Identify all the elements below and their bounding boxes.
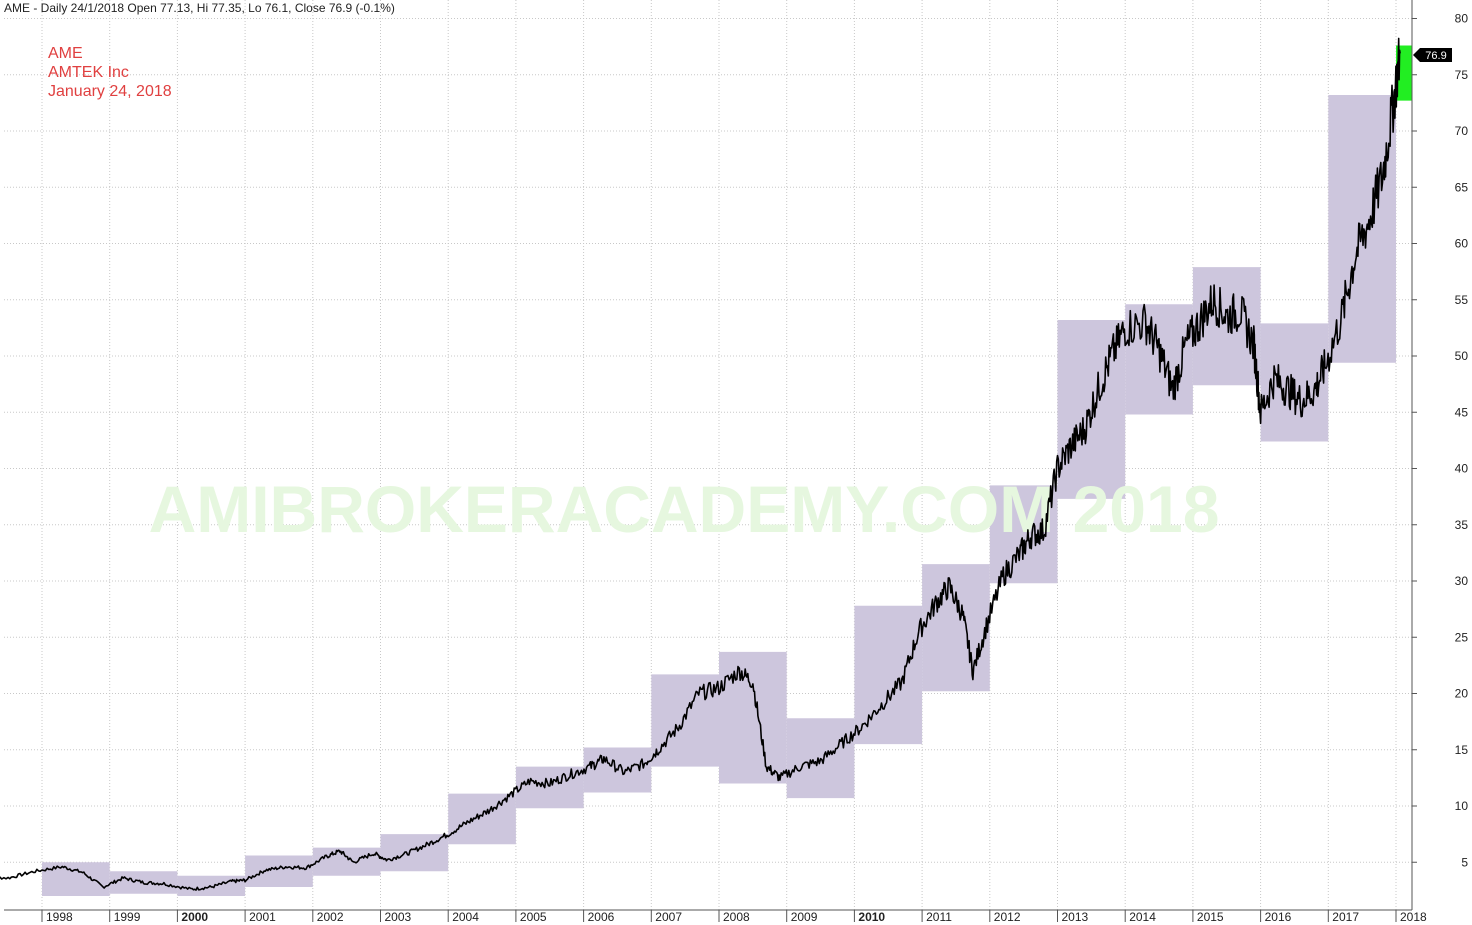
range-box-2003 [380, 834, 449, 872]
x-tick-label: 2017 [1332, 910, 1359, 924]
symbol-info: AME AMTEK Inc January 24, 2018 [48, 44, 172, 101]
y-tick-label: 75 [1455, 68, 1469, 82]
y-tick-label: 5 [1461, 855, 1468, 869]
last-price-pointer [1413, 48, 1452, 62]
y-tick-label: 15 [1455, 743, 1469, 757]
x-tick-label: 1998 [46, 910, 73, 924]
range-box-2004 [448, 793, 516, 845]
x-tick-label: 2002 [317, 910, 344, 924]
x-tick-label: 2015 [1197, 910, 1224, 924]
range-box-2002 [312, 847, 381, 876]
x-tick-label: 2012 [994, 910, 1021, 924]
x-tick-label: 2014 [1129, 910, 1156, 924]
y-tick-label: 50 [1455, 349, 1469, 363]
last-price-label: 76.9 [1425, 50, 1446, 62]
x-tick-label: 2007 [655, 910, 682, 924]
range-box-2011 [922, 564, 990, 692]
x-tick-label: 2004 [452, 910, 479, 924]
range-box-2005 [515, 766, 584, 809]
y-tick-label: 25 [1455, 630, 1469, 644]
x-tick-label: 2006 [588, 910, 615, 924]
axes [4, 0, 1413, 911]
y-axis-ticks: 5 10 15 20 25 30 35 40 45 50 55 60 65 70 75 80 [1412, 12, 1469, 869]
y-tick-label: 70 [1455, 124, 1469, 138]
yearly-range-boxes [42, 45, 1412, 896]
y-tick-label: 65 [1455, 180, 1469, 194]
y-tick-label: 80 [1455, 12, 1469, 26]
x-tick-label: 2011 [926, 910, 952, 924]
x-tick-label: 2013 [1062, 910, 1089, 924]
y-tick-label: 20 [1455, 687, 1469, 701]
last-price-marker: 76.9 [1413, 48, 1452, 62]
x-tick-label: 1999 [114, 910, 141, 924]
company-name: AMTEK Inc [48, 64, 129, 81]
chart-header: AME - Daily 24/1/2018 Open 77.13, Hi 77.… [4, 1, 395, 15]
watermark: AMIBROKERACADEMY.COM 2018 [149, 472, 1220, 546]
x-axis-ticks: 1998 1999 2000 2001 2002 2003 2004 2005 2006 2007… [41, 910, 1427, 924]
y-tick-label: 60 [1455, 237, 1469, 251]
y-tick-label: 45 [1455, 405, 1469, 419]
x-tick-label: 2009 [791, 910, 818, 924]
range-box-2007 [651, 674, 719, 767]
chart-date: January 24, 2018 [48, 83, 172, 100]
x-tick-label: 2005 [520, 910, 547, 924]
x-tick-label: 2008 [723, 910, 750, 924]
y-tick-label: 55 [1455, 293, 1469, 307]
range-box-1998 [42, 862, 110, 896]
y-tick-label: 10 [1455, 799, 1469, 813]
x-tick-label: 2001 [249, 910, 276, 924]
x-tick-label: 2018 [1400, 910, 1427, 924]
symbol-ticker: AME [48, 45, 83, 62]
x-tick-label: 2000 [181, 910, 208, 924]
x-tick-label: 2010 [858, 910, 885, 924]
price-line [0, 37, 1401, 891]
range-box-2001 [245, 855, 313, 887]
price-series-line [0, 37, 1401, 891]
y-tick-label: 40 [1455, 462, 1469, 476]
y-tick-label: 30 [1455, 574, 1469, 588]
x-tick-label: 2016 [1265, 910, 1292, 924]
x-tick-label: 2003 [385, 910, 412, 924]
grid-lines [4, 0, 1412, 910]
y-tick-label: 35 [1455, 518, 1469, 532]
range-box-2010 [854, 605, 923, 745]
range-box-2008 [719, 651, 787, 784]
